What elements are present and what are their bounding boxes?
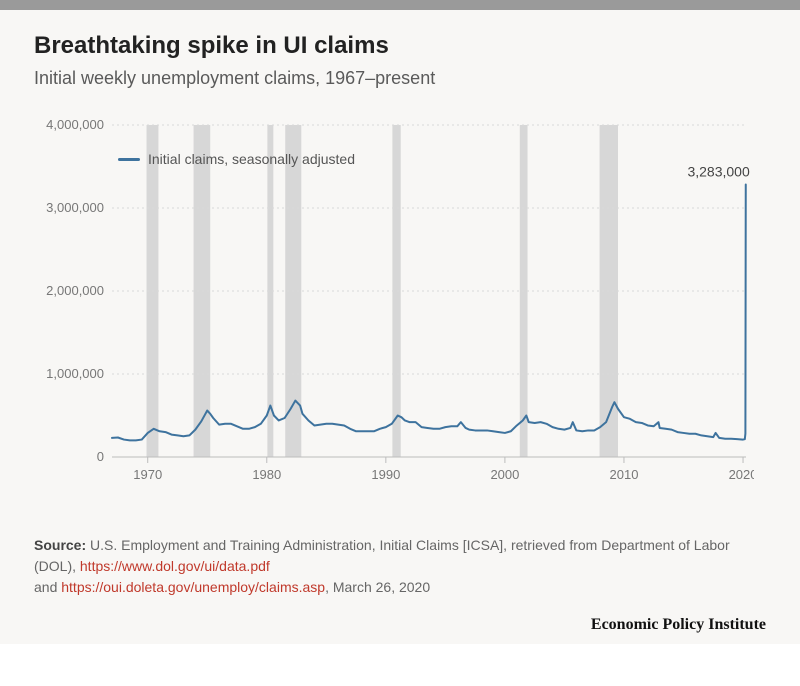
svg-text:2010: 2010 <box>610 467 639 482</box>
source-text-3: , March 26, 2020 <box>325 579 430 595</box>
line-chart: 0 1,000,000 2,000,000 3,000,000 4,000,000 197… <box>34 107 754 507</box>
source-text-2: and <box>34 579 61 595</box>
legend-swatch <box>118 158 140 161</box>
svg-text:3,283,000: 3,283,000 <box>687 164 749 180</box>
svg-text:1970: 1970 <box>133 467 162 482</box>
source-label: Source: <box>34 537 86 553</box>
source-block: Source: U.S. Employment and Training Adm… <box>34 535 766 598</box>
svg-text:1990: 1990 <box>371 467 400 482</box>
svg-text:0: 0 <box>97 449 104 464</box>
source-link-2[interactable]: https://oui.doleta.gov/unemploy/claims.a… <box>61 579 325 595</box>
svg-text:1980: 1980 <box>252 467 281 482</box>
svg-text:2000: 2000 <box>490 467 519 482</box>
legend: Initial claims, seasonally adjusted <box>118 151 355 167</box>
source-link-1[interactable]: https://www.dol.gov/ui/data.pdf <box>80 558 270 574</box>
svg-text:3,000,000: 3,000,000 <box>46 200 104 215</box>
attribution: Economic Policy Institute <box>34 616 766 634</box>
top-bar <box>0 0 800 10</box>
svg-text:4,000,000: 4,000,000 <box>46 117 104 132</box>
svg-text:2,000,000: 2,000,000 <box>46 283 104 298</box>
chart-subtitle: Initial weekly unemployment claims, 1967… <box>34 68 766 89</box>
content-area: Breathtaking spike in UI claims Initial … <box>0 10 800 644</box>
svg-text:1,000,000: 1,000,000 <box>46 366 104 381</box>
svg-text:2020: 2020 <box>729 467 754 482</box>
legend-label: Initial claims, seasonally adjusted <box>148 151 355 167</box>
chart-container: 0 1,000,000 2,000,000 3,000,000 4,000,000 197… <box>34 107 766 507</box>
chart-title: Breathtaking spike in UI claims <box>34 32 766 60</box>
